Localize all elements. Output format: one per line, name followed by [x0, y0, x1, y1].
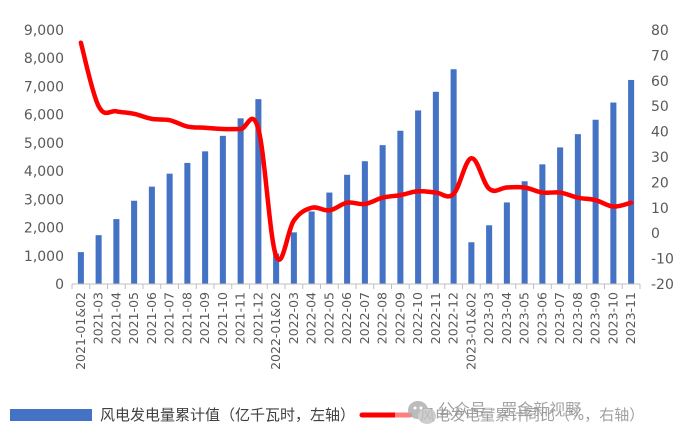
y-right-tick-label: 40 — [651, 125, 669, 141]
y-right-tick-label: 60 — [651, 74, 669, 90]
x-tick-label: 2021-11 — [233, 292, 248, 344]
bar — [255, 99, 262, 285]
y-left-tick-label: 8,000 — [24, 51, 64, 67]
bar — [131, 200, 138, 284]
x-tick-label: 2023-08 — [570, 292, 585, 344]
bar — [344, 174, 351, 284]
bar — [432, 91, 439, 284]
x-tick-label: 2021-01&02 — [73, 292, 88, 370]
x-tick-label: 2022-12 — [446, 292, 461, 344]
legend-label-line: 风电发电量累计同比（%，右轴） — [420, 406, 644, 424]
x-tick-label: 2021-05 — [126, 292, 141, 344]
x-axis: 2021-01&02 2021-03 2021-04 2021-05 2021-06 20… — [71, 283, 641, 370]
x-tick-label: 2021-09 — [197, 292, 212, 344]
bar — [290, 232, 297, 284]
y-left-tick-label: 0 — [55, 277, 64, 293]
y-left-tick-label: 4,000 — [24, 164, 64, 180]
bar — [308, 211, 315, 284]
x-tick-label: 2023-10 — [605, 292, 620, 344]
watermark: 公众号 · 罡金新视野 — [395, 393, 700, 435]
x-tick-label: 2022-05 — [321, 292, 336, 344]
y-left-tick-label: 3,000 — [24, 192, 64, 208]
y-right-tick-label: 0 — [651, 226, 660, 242]
x-tick-label: 2023-07 — [552, 292, 567, 344]
watermark-text: 公众号 · 罡金新视野 — [438, 400, 581, 419]
x-tick-label: 2022-10 — [410, 292, 425, 344]
y-left-tick-label: 1,000 — [24, 249, 64, 265]
y-right-tick-label: 30 — [651, 150, 669, 166]
y-right-tick-label: 50 — [651, 99, 669, 115]
y-axis-right: -20 -10 0 10 20 30 40 50 60 70 80 — [651, 23, 674, 293]
bar — [415, 110, 422, 284]
x-tick-label: 2021-03 — [91, 292, 106, 344]
x-tick-label: 2023-05 — [517, 292, 532, 344]
bar — [397, 130, 404, 284]
y-left-tick-label: 5,000 — [24, 136, 64, 152]
legend-label-bar: 风电发电量累计值（亿千瓦时，左轴） — [100, 406, 355, 424]
x-tick-label: 2022-06 — [339, 292, 354, 344]
y-right-tick-label: 80 — [651, 23, 669, 39]
bar — [503, 202, 510, 284]
legend-swatch-bar — [10, 409, 92, 421]
x-tick-label: 2021-07 — [162, 292, 177, 344]
x-tick-label: 2023-03 — [481, 292, 496, 344]
y-axis-left: 0 1,000 2,000 3,000 4,000 5,000 6,000 7,000 8,00… — [24, 23, 64, 293]
x-tick-label: 2022-04 — [304, 292, 319, 344]
x-tick-label: 2023-04 — [499, 292, 514, 344]
line-series — [78, 40, 634, 262]
bar — [202, 151, 209, 284]
x-tick-label: 2021-12 — [250, 292, 265, 344]
bar — [273, 253, 280, 284]
bar — [237, 118, 244, 284]
bar — [148, 186, 155, 284]
bar — [361, 161, 368, 284]
y-right-tick-label: 70 — [651, 48, 669, 64]
x-tick-label: 2023-06 — [534, 292, 549, 344]
y-left-tick-label: 6,000 — [24, 108, 64, 124]
y-left-tick-label: 9,000 — [24, 23, 64, 39]
x-tick-label: 2022-08 — [375, 292, 390, 344]
x-tick-label: 2023-09 — [588, 292, 603, 344]
x-tick-label: 2023-11 — [623, 292, 638, 344]
bar — [521, 181, 528, 284]
wechat-icon — [408, 401, 436, 424]
y-left-tick-label: 7,000 — [24, 79, 64, 95]
bar — [486, 225, 493, 284]
x-tick-label: 2021-06 — [144, 292, 159, 344]
y-left-tick-label: 2,000 — [24, 221, 64, 237]
bar — [219, 135, 226, 284]
y-right-tick-label: 10 — [651, 201, 669, 217]
bar — [468, 242, 475, 284]
bar — [539, 164, 546, 284]
y-right-tick-label: 20 — [651, 175, 669, 191]
y-right-tick-label: -10 — [651, 252, 674, 268]
x-tick-label: 2021-04 — [108, 292, 123, 344]
legend: 风电发电量累计值（亿千瓦时，左轴） 风电发电量累计同比（%，右轴） — [10, 406, 644, 424]
bar — [557, 147, 564, 284]
x-tick-label: 2022-01&02 — [268, 292, 283, 370]
bar — [326, 192, 333, 284]
bar — [574, 134, 581, 284]
bar — [610, 102, 617, 284]
bar — [450, 69, 457, 285]
x-tick-label: 2021-10 — [215, 292, 230, 344]
bar — [628, 79, 635, 284]
bar — [166, 173, 173, 284]
x-tick-label: 2023-01&02 — [463, 292, 478, 370]
x-tick-label: 2021-08 — [179, 292, 194, 344]
x-tick-label: 2022-11 — [428, 292, 443, 344]
yoy-line — [78, 40, 634, 262]
x-tick-label: 2022-09 — [392, 292, 407, 344]
bar — [113, 219, 120, 284]
bar — [379, 145, 386, 284]
bar — [77, 252, 84, 284]
y-right-tick-label: -20 — [651, 277, 674, 293]
bar — [95, 235, 102, 284]
x-tick-label: 2022-03 — [286, 292, 301, 344]
bar-series — [77, 69, 635, 285]
bar — [184, 162, 191, 284]
x-tick-label: 2022-07 — [357, 292, 372, 344]
